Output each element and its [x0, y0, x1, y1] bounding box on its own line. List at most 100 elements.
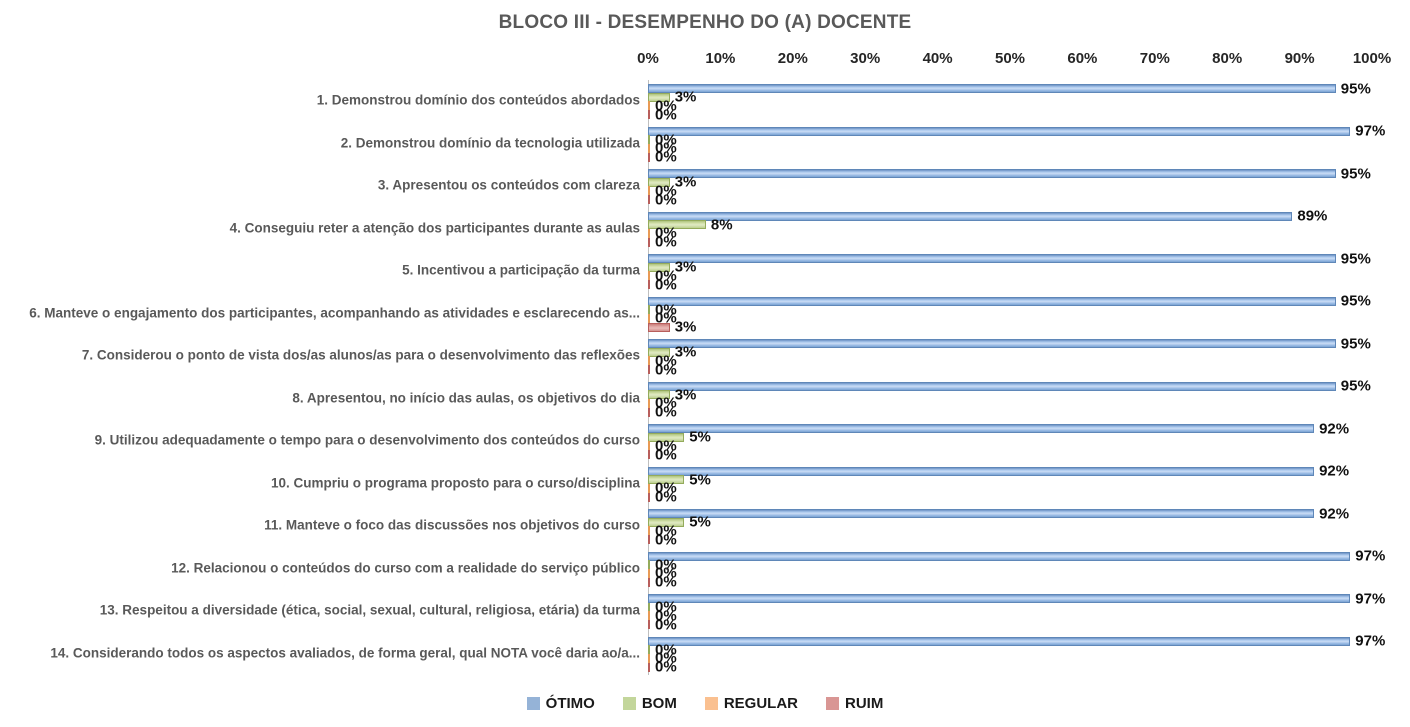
- value-label: 95%: [1340, 80, 1371, 97]
- bar--timo: [648, 381, 1336, 391]
- value-label: 0%: [655, 352, 677, 370]
- value-label: 97%: [1355, 122, 1386, 140]
- value-label: 0%: [655, 437, 677, 455]
- legend-item-bom: BOM: [622, 695, 677, 712]
- category-label: 8. Apresentou, no início das aulas, os o…: [0, 390, 640, 406]
- bar-bom: [648, 560, 650, 570]
- bar-ruim: [648, 662, 650, 672]
- bar-regular: [648, 228, 650, 238]
- bar-ruim: [648, 237, 650, 247]
- category-label-text: 9. Utilizou adequadamente o tempo para o…: [94, 432, 640, 448]
- value-label: 0%: [655, 106, 677, 124]
- bar-regular: [648, 271, 650, 281]
- category-label: 2. Demonstrou domínio da tecnologia util…: [0, 135, 640, 151]
- legend-item--timo: ÓTIMO: [526, 695, 595, 712]
- value-label: 0%: [655, 224, 677, 242]
- category-label-text: 5. Incentivou a participação da turma: [402, 262, 640, 278]
- bar-bom: [648, 262, 670, 272]
- category-label: 7. Considerou o ponto de vista dos/as al…: [0, 348, 640, 364]
- value-label: 0%: [655, 182, 677, 200]
- y-axis-line: [648, 80, 649, 675]
- bar-bom: [648, 432, 685, 442]
- category-label-text: 3. Apresentou os conteúdos com clareza: [377, 177, 640, 193]
- value-label: 0%: [655, 131, 677, 149]
- bar-regular: [648, 653, 650, 663]
- value-label: 3%: [674, 343, 697, 361]
- legend: ÓTIMO BOM REGULAR RUIM: [0, 695, 1410, 712]
- bar-ruim: [648, 152, 650, 162]
- x-axis-tick: 30%: [850, 50, 881, 67]
- bar-ruim: [648, 322, 670, 332]
- bar-regular: [648, 398, 650, 408]
- value-label: 0%: [655, 139, 677, 157]
- value-label: 0%: [655, 488, 677, 506]
- category-label: 1. Demonstrou domínio dos conteúdos abor…: [0, 93, 640, 109]
- value-label: 0%: [655, 191, 677, 209]
- legend-swatch-icon: [526, 697, 540, 710]
- bar-regular: [648, 186, 650, 196]
- value-label: 0%: [655, 658, 677, 676]
- category-label: 12. Relacionou o conteúdos do curso com …: [0, 560, 640, 576]
- legend-item-ruim: RUIM: [826, 695, 883, 712]
- bar--timo: [648, 169, 1336, 178]
- value-label: 0%: [655, 446, 677, 464]
- value-label: 0%: [655, 97, 677, 115]
- value-label: 5%: [689, 428, 711, 446]
- legend-item-regular: REGULAR: [704, 695, 798, 712]
- value-label: 95%: [1340, 377, 1371, 395]
- bar-bom: [648, 305, 650, 315]
- category-label: 11. Manteve o foco das discussões nos ob…: [0, 517, 640, 534]
- x-axis-tick: 100%: [1352, 50, 1392, 67]
- value-label: 95%: [1340, 335, 1371, 352]
- category-label-text: 4. Conseguiu reter a atenção dos partici…: [229, 220, 640, 236]
- legend-label: ÓTIMO: [545, 695, 595, 712]
- legend-label: BOM: [641, 695, 677, 712]
- value-label: 0%: [655, 598, 677, 616]
- x-axis-tick: 80%: [1212, 50, 1243, 67]
- value-label: 0%: [655, 148, 677, 166]
- value-label: 3%: [674, 88, 697, 106]
- value-label: 92%: [1319, 420, 1350, 437]
- value-label: 95%: [1340, 250, 1371, 267]
- x-axis-tick: 40%: [922, 50, 953, 67]
- bar-ruim: [648, 365, 650, 375]
- category-label-text: 13. Respeitou a diversidade (ética, soci…: [99, 602, 640, 618]
- x-axis-tick: 10%: [705, 50, 736, 67]
- value-label: 0%: [655, 276, 677, 294]
- value-label: 0%: [655, 573, 677, 591]
- bar-regular: [648, 526, 650, 536]
- value-label: 0%: [655, 564, 677, 582]
- value-label: 0%: [655, 233, 677, 251]
- category-label-text: 12. Relacionou o conteúdos do curso com …: [171, 560, 640, 576]
- bar-bom: [648, 347, 670, 357]
- legend-label: RUIM: [845, 695, 884, 712]
- value-label: 92%: [1319, 505, 1350, 522]
- value-label: 97%: [1355, 547, 1386, 565]
- value-label: 0%: [655, 394, 677, 412]
- bar-ruim: [648, 280, 650, 290]
- value-label: 5%: [689, 513, 711, 531]
- bar-bom: [648, 390, 670, 400]
- legend-label: REGULAR: [723, 695, 798, 712]
- bar--timo: [648, 551, 1351, 561]
- bar-bom: [648, 602, 650, 612]
- category-label-text: 8. Apresentou, no início das aulas, os o…: [292, 390, 640, 406]
- legend-swatch-icon: [622, 697, 636, 710]
- category-label: 6. Manteve o engajamento dos participant…: [0, 305, 640, 321]
- bar--timo: [648, 509, 1315, 518]
- bar-bom: [648, 645, 650, 655]
- category-label-text: 10. Cumpriu o programa proposto para o c…: [270, 475, 640, 491]
- bar--timo: [648, 254, 1336, 263]
- value-label: 0%: [655, 301, 677, 319]
- value-label: 0%: [655, 361, 677, 379]
- bar--timo: [648, 466, 1315, 476]
- value-label: 89%: [1297, 207, 1328, 225]
- bar-regular: [648, 483, 650, 493]
- category-label: 14. Considerando todos os aspectos avali…: [0, 645, 640, 661]
- bar-regular: [648, 313, 650, 323]
- category-label-text: 11. Manteve o foco das discussões nos ob…: [264, 517, 640, 533]
- bar-regular: [648, 568, 650, 578]
- value-label: 97%: [1355, 590, 1386, 607]
- bar-regular: [648, 611, 650, 621]
- value-label: 0%: [655, 479, 677, 497]
